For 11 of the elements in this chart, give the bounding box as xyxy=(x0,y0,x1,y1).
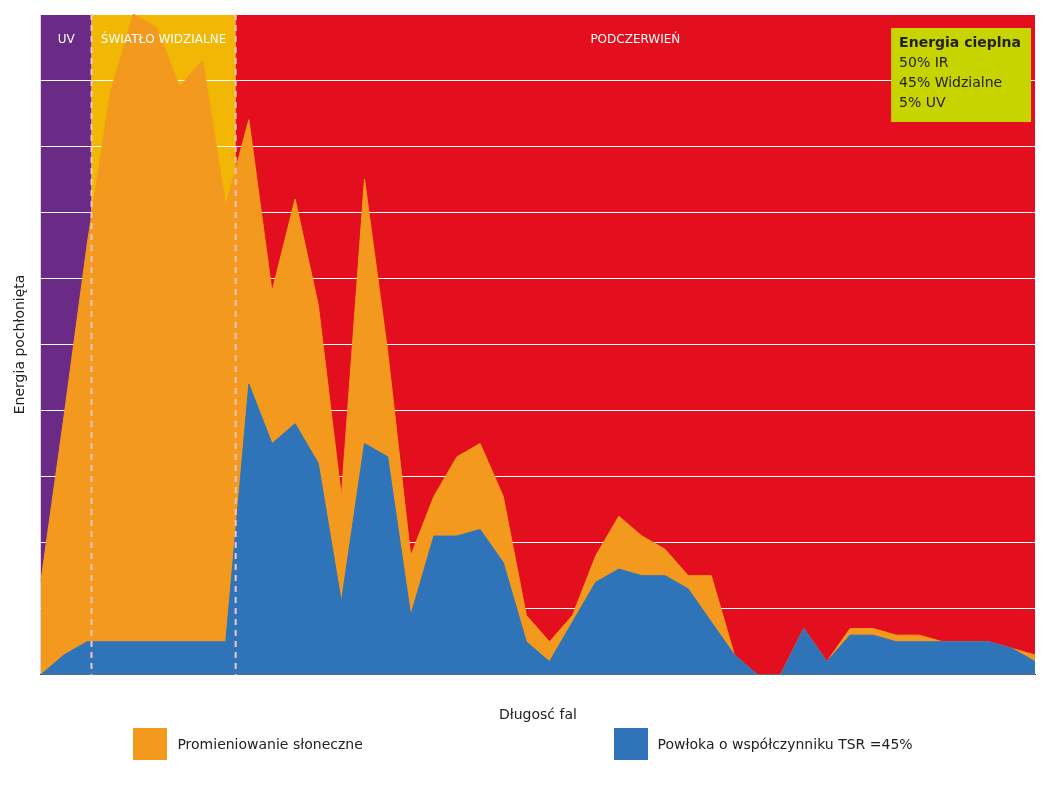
annotation: 50% IR xyxy=(899,53,949,70)
legend-label: Promieniowanie słoneczne xyxy=(177,736,363,752)
legend-label: Powłoka o współczynniku TSR =45% xyxy=(657,736,913,752)
annotation: 45% Widzialne xyxy=(899,73,1003,90)
annotation: Energia cieplna xyxy=(899,33,1022,50)
annotation: PODCZERWIEŃ xyxy=(590,31,681,47)
annotation: ŚWIATŁO WIDZIALNE xyxy=(100,31,227,47)
x-axis-title: Długosć fal xyxy=(498,706,577,723)
y-axis-title: Energia pochłonięta xyxy=(11,274,28,415)
annotation: UV xyxy=(57,32,76,47)
annotation: 5% UV xyxy=(899,93,947,110)
